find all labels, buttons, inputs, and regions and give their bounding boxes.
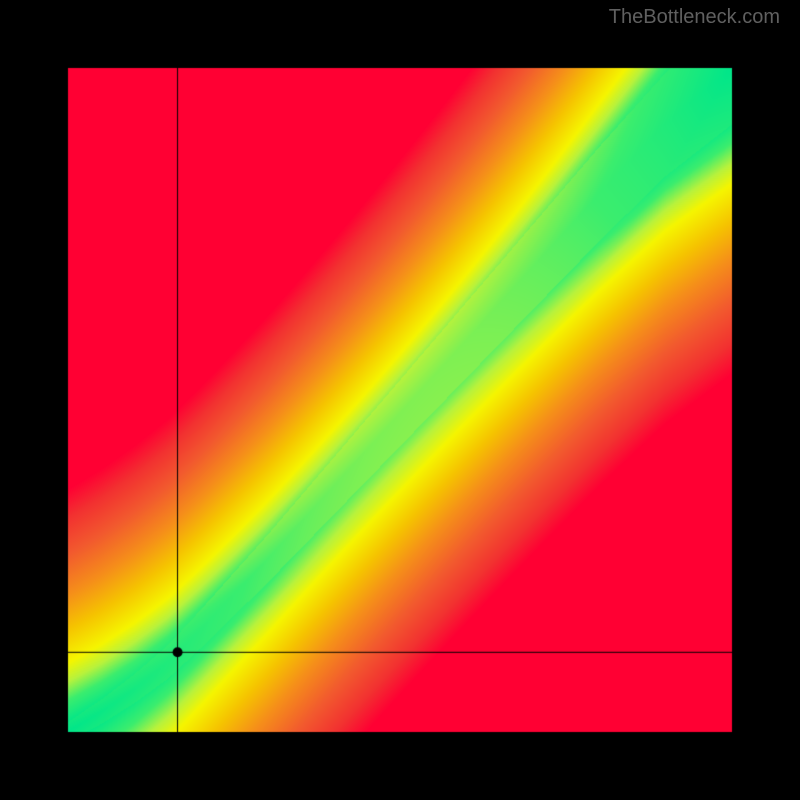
watermark-text: TheBottleneck.com bbox=[609, 6, 780, 29]
chart-container: TheBottleneck.com bbox=[0, 0, 800, 800]
heatmap-canvas bbox=[0, 0, 800, 800]
